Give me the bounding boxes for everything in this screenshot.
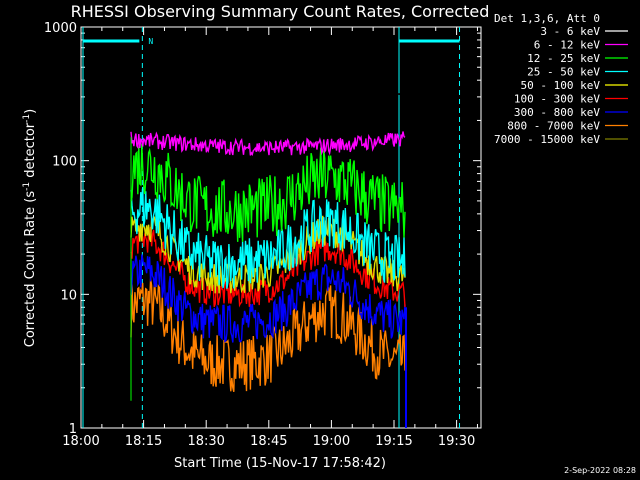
legend-label: 7000 - 15000 keV [494,133,600,146]
legend-label: 50 - 100 keV [521,79,601,92]
footer-timestamp: 2-Sep-2022 08:28 [564,466,636,475]
series-trace-0 [130,85,406,101]
legend-label: 300 - 800 keV [514,106,600,119]
legend-label: 800 - 7000 keV [507,120,600,133]
series-trace-6 [130,254,406,343]
annotation-n: N [148,37,153,46]
series-trace-3 [130,186,406,289]
x-tick-label: 18:15 [125,434,162,449]
series-trace-1 [130,131,406,157]
x-tick-label: 19:15 [375,434,412,449]
y-tick-label: 1000 [44,21,77,36]
chart-title: RHESSI Observing Summary Count Rates, Co… [71,2,490,21]
legend-header: Det 1,3,6, Att 0 [494,12,600,25]
y-tick-label: 100 [52,155,77,170]
y-axis-label: Corrected Count Rate (s-1 detector-1) [22,109,38,347]
y-tick-label: 1 [69,422,77,437]
legend-label: 100 - 300 keV [514,93,600,106]
legend-label: 6 - 12 keV [534,39,601,52]
plot-frame [80,26,482,429]
y-tick-label: 10 [60,288,77,303]
legend-label: 25 - 50 keV [527,66,600,79]
x-tick-label: 19:00 [313,434,350,449]
series-trace-5 [130,226,406,308]
x-tick-label: 18:00 [62,434,99,449]
series-trace-2 [130,143,406,242]
x-tick-label: 18:30 [187,434,224,449]
x-tick-label: 19:30 [438,434,475,449]
x-axis-label: Start Time (15-Nov-17 17:58:42) [174,456,386,471]
legend-label: 12 - 25 keV [527,52,600,65]
series-trace-7 [130,278,406,392]
x-tick-label: 18:45 [250,434,287,449]
legend-label: 3 - 6 keV [540,25,600,38]
series-layer: N [82,27,461,428]
axes: 18:00 18:15 18:30 18:45 19:00 19:15 19:30 1 10 10… [44,21,482,449]
